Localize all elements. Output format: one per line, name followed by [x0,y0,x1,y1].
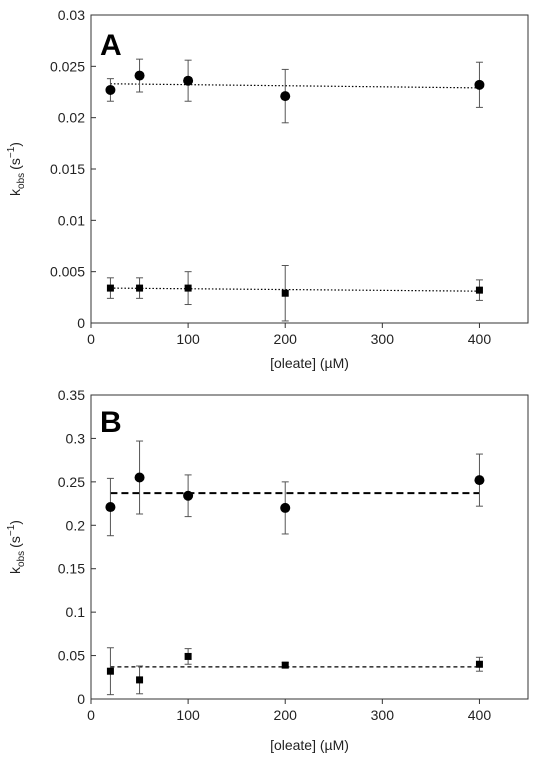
y-tick-label: 0.03 [58,7,85,23]
y-tick-label: 0.015 [50,161,85,177]
x-tick-label: 200 [274,331,298,347]
x-tick-label: 0 [87,707,95,723]
y-tick-label: 0.2 [66,517,86,533]
data-point [280,91,291,102]
panel-label: A [100,29,122,62]
y-tick-label: 0.25 [58,474,85,490]
data-point [475,286,483,294]
data-point [136,284,144,292]
x-tick-label: 400 [468,331,492,347]
series-circle [105,58,485,124]
x-tick-label: 300 [371,707,395,723]
y-tick-label: 0.01 [58,212,85,228]
x-tick-label: 300 [371,331,395,347]
fit-line [110,83,480,89]
data-point [183,490,194,501]
data-point [474,475,485,486]
x-axis-label: [oleate] (µM) [270,355,349,371]
x-tick-label: 100 [176,331,200,347]
data-point [281,661,289,669]
y-axis-label: kobs(s−1) [6,142,27,196]
y-tick-label: 0 [77,691,85,707]
data-point [136,676,144,684]
data-point [106,284,114,292]
data-point [106,667,114,675]
plot-frame [90,394,529,700]
y-tick-label: 0.05 [58,648,85,664]
x-axis-label: [oleate] (µM) [270,737,349,753]
series-square [106,265,483,322]
y-tick-label: 0.005 [50,264,85,280]
x-tick-label: 0 [87,331,95,347]
x-tick-label: 400 [468,707,492,723]
data-point [474,79,485,90]
chart-panel-b: 0 0.05 0.1 0.15 0.2 0.25 0.3 0.35 0 100 200 300 400 [… [6,387,529,753]
x-tick-label: 200 [274,707,298,723]
fit-line [110,287,480,292]
chart-panel-a: 0 0.005 0.01 0.015 0.02 0.025 0.03 0 100 200 300 40… [6,7,529,371]
data-point [105,84,116,95]
y-tick-label: 0.3 [66,430,86,446]
y-tick-label: 0.025 [50,58,85,74]
data-point [280,502,291,513]
x-tick-label: 100 [176,707,200,723]
data-point [183,75,194,86]
y-tick-label: 0.35 [58,387,85,403]
series-square [106,647,483,696]
data-point [281,289,289,297]
y-tick-label: 0 [77,315,85,331]
panel-label: B [100,406,122,439]
series-circle [105,440,485,537]
y-tick-label: 0.02 [58,110,85,126]
y-tick-label: 0.1 [66,604,86,620]
data-point [184,284,192,292]
data-point [105,502,116,513]
y-axis-label: kobs(s−1) [6,520,27,574]
plot-frame [90,14,529,324]
data-point [475,660,483,668]
data-point [134,70,145,81]
data-point [184,652,192,660]
y-tick-label: 0.15 [58,561,85,577]
data-point [134,472,145,483]
